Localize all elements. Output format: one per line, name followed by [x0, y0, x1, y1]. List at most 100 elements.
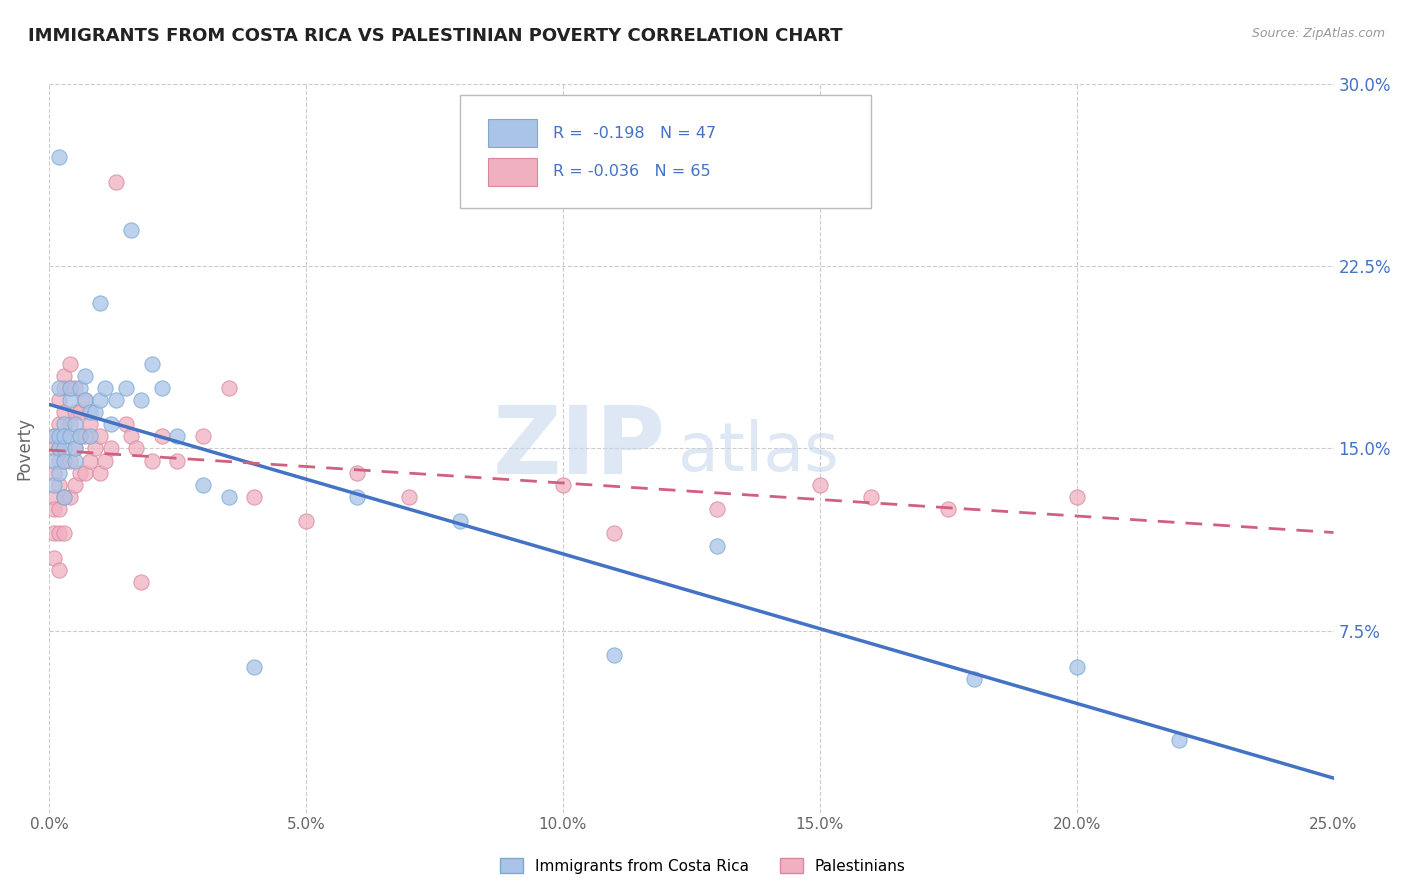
Point [94, 453, 117, 467]
Point [58, 490, 80, 504]
Point [58, 392, 80, 407]
Point [79, 429, 101, 443]
Point [42, 490, 65, 504]
Point [125, 442, 148, 456]
Point [48, 563, 70, 577]
Point [58, 429, 80, 443]
Point [42, 466, 65, 480]
Text: R =  -0.198   N = 47: R = -0.198 N = 47 [553, 126, 716, 141]
Point [58, 357, 80, 371]
Point [1066, 660, 1088, 674]
Point [115, 381, 138, 395]
Point [603, 526, 626, 541]
Point [53, 429, 76, 443]
Point [63, 442, 86, 456]
Point [120, 429, 142, 443]
Point [1066, 490, 1088, 504]
Point [42, 502, 65, 516]
Point [706, 539, 728, 553]
Point [53, 490, 76, 504]
Point [73, 392, 96, 407]
Point [449, 514, 471, 528]
Point [84, 442, 107, 456]
Point [104, 174, 127, 188]
Point [48, 150, 70, 164]
Point [860, 490, 883, 504]
Point [63, 442, 86, 456]
Text: Source: ZipAtlas.com: Source: ZipAtlas.com [1251, 27, 1385, 40]
Point [100, 442, 122, 456]
Point [48, 442, 70, 456]
Point [100, 417, 122, 432]
Point [89, 392, 111, 407]
Point [48, 417, 70, 432]
Point [104, 392, 127, 407]
Point [48, 502, 70, 516]
Text: IMMIGRANTS FROM COSTA RICA VS PALESTINIAN POVERTY CORRELATION CHART: IMMIGRANTS FROM COSTA RICA VS PALESTINIA… [28, 27, 842, 45]
Point [58, 453, 80, 467]
Point [398, 490, 420, 504]
Point [53, 405, 76, 419]
Point [706, 502, 728, 516]
Bar [488, 158, 537, 186]
Point [53, 381, 76, 395]
Point [48, 453, 70, 467]
Point [53, 490, 76, 504]
Bar [488, 120, 537, 147]
Point [53, 417, 76, 432]
Point [42, 429, 65, 443]
Point [42, 526, 65, 541]
Point [48, 526, 70, 541]
Point [346, 490, 368, 504]
Point [42, 478, 65, 492]
Point [53, 526, 76, 541]
Point [150, 381, 173, 395]
Point [63, 381, 86, 395]
Point [73, 466, 96, 480]
Text: atlas: atlas [679, 419, 839, 485]
Point [58, 381, 80, 395]
Point [218, 381, 240, 395]
Point [141, 453, 163, 467]
Point [551, 478, 574, 492]
Point [808, 478, 831, 492]
Legend: Immigrants from Costa Rica, Palestinians: Immigrants from Costa Rica, Palestinians [494, 852, 912, 880]
Point [295, 514, 318, 528]
Point [131, 392, 153, 407]
Point [131, 574, 153, 589]
Point [58, 381, 80, 395]
Point [1168, 732, 1191, 747]
Point [150, 429, 173, 443]
Point [115, 417, 138, 432]
Point [42, 442, 65, 456]
Point [79, 417, 101, 432]
Point [73, 368, 96, 383]
Point [936, 502, 959, 516]
Point [48, 429, 70, 443]
Point [42, 550, 65, 565]
Point [603, 648, 626, 662]
Point [58, 417, 80, 432]
Point [191, 478, 214, 492]
Point [53, 442, 76, 456]
Point [346, 466, 368, 480]
Point [166, 453, 188, 467]
Point [48, 392, 70, 407]
Point [79, 453, 101, 467]
Point [73, 392, 96, 407]
Point [53, 429, 76, 443]
Point [73, 429, 96, 443]
Point [53, 453, 76, 467]
Point [89, 429, 111, 443]
Point [63, 478, 86, 492]
Point [63, 417, 86, 432]
Point [243, 490, 266, 504]
Point [94, 381, 117, 395]
Point [963, 672, 986, 686]
Point [63, 453, 86, 467]
Point [53, 368, 76, 383]
Point [191, 429, 214, 443]
Point [42, 453, 65, 467]
Point [79, 405, 101, 419]
Point [141, 357, 163, 371]
